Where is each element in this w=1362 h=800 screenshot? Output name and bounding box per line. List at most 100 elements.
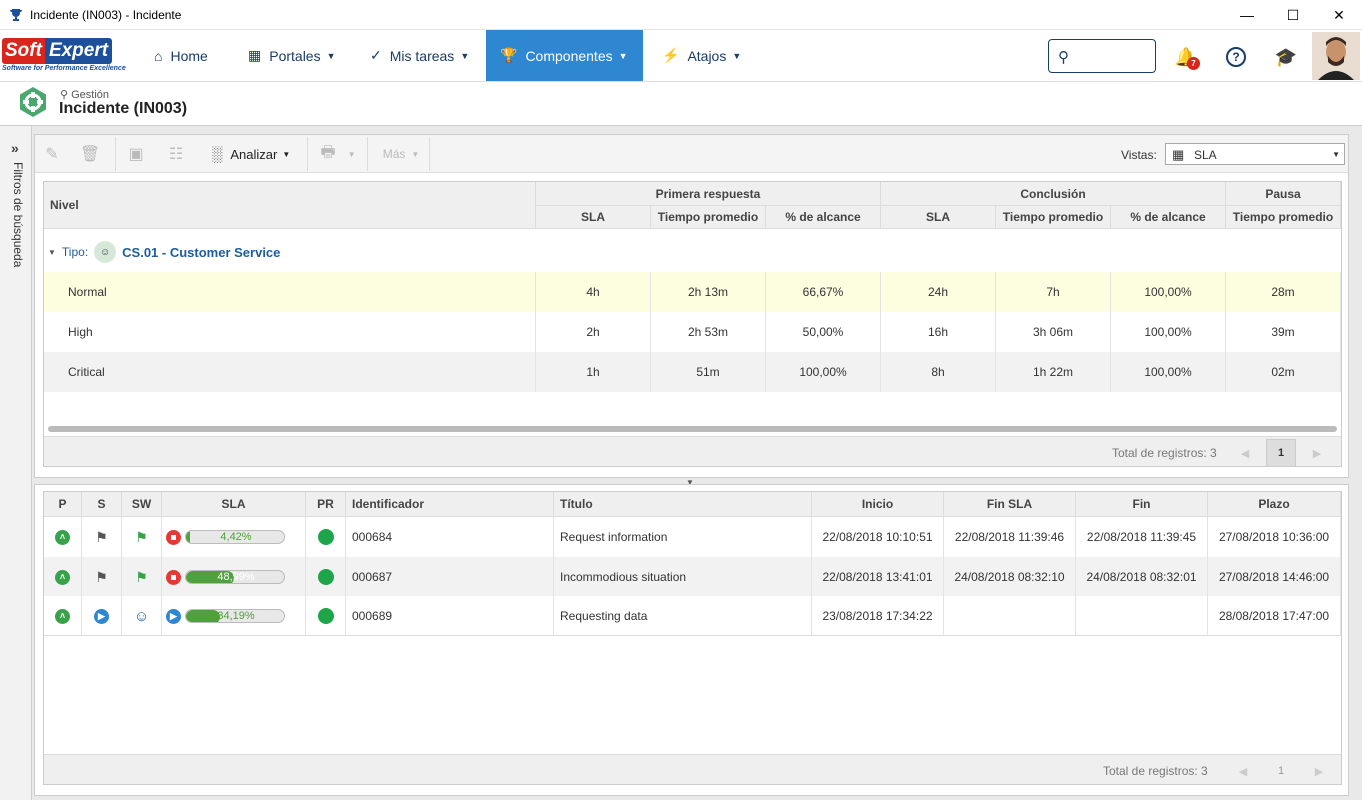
table-row[interactable]: ˄ ⚑ ⚑ 4,42% 000684 Request information 22/08/2…: [44, 517, 1341, 557]
minimize-button[interactable]: —: [1240, 7, 1254, 23]
search-input[interactable]: ⚲: [1048, 39, 1156, 73]
table-row[interactable]: ˄ ▶ ☺ ▶ 34,19% 000689 Requesting data 23/08/201…: [44, 596, 1341, 636]
column-header[interactable]: Título: [554, 492, 812, 517]
nav-home-label: Home: [170, 47, 208, 64]
cell-fin: [1076, 596, 1208, 636]
prev-page-icon[interactable]: ◀: [1240, 447, 1250, 460]
next-page-icon[interactable]: ▶: [1312, 447, 1322, 460]
next-page-icon[interactable]: ▶: [1314, 765, 1324, 778]
avatar-image: [1312, 32, 1360, 80]
nav-componentes[interactable]: 🏆 Componentes ▼: [486, 30, 643, 81]
horizontal-scrollbar[interactable]: [48, 426, 1337, 432]
edit-icon[interactable]: ✎: [45, 146, 59, 163]
caret-down-icon[interactable]: ▼: [48, 247, 56, 257]
group-pausa: Pausa: [1226, 182, 1341, 206]
analizar-button[interactable]: ░ Analizar ▼: [203, 135, 299, 173]
trash-icon[interactable]: 🗑: [79, 146, 101, 163]
cell-nivel: Critical: [44, 352, 536, 392]
total-records: Total de registros: 3: [1112, 446, 1217, 460]
graduation-cap-icon[interactable]: 🎓: [1274, 46, 1298, 67]
col-sla[interactable]: SLA: [536, 206, 651, 229]
table-cell: 8h: [881, 352, 996, 392]
notification-badge: 7: [1187, 57, 1200, 70]
column-header[interactable]: Fin SLA: [944, 492, 1076, 517]
play-icon: ▶: [166, 608, 181, 624]
col-tiempo-promedio[interactable]: Tiempo promedio: [1226, 206, 1341, 229]
cell-fin: 22/08/2018 11:39:45: [1076, 517, 1208, 557]
cell-fin-sla: 22/08/2018 11:39:46: [944, 517, 1076, 557]
logo-expert: Expert: [44, 38, 113, 64]
sla-progress-bar: 34,19%: [185, 609, 285, 623]
column-header[interactable]: Inicio: [812, 492, 944, 517]
nav-componentes-label: Componentes: [525, 47, 613, 64]
table-cell: 24h: [881, 272, 996, 312]
mas-label: Más: [382, 147, 406, 161]
cell-sla: 4,42%: [162, 517, 306, 557]
nav-mis-tareas[interactable]: ✓ Mis tareas ▼: [356, 30, 483, 81]
print-button[interactable]: 🖶 ▼: [313, 135, 363, 173]
col-alcance[interactable]: % de alcance: [766, 206, 881, 229]
table-row[interactable]: Normal 4h 2h 13m 66,67% 24h 7h 100,00% 28m: [44, 272, 1341, 312]
column-header[interactable]: P: [44, 492, 82, 517]
cell-nivel: Normal: [44, 272, 536, 312]
table-cell: 39m: [1226, 312, 1341, 352]
sla-grid: Nivel Primera respuesta Conclusión Pausa…: [43, 181, 1342, 467]
close-button[interactable]: ✕: [1333, 6, 1345, 23]
column-header[interactable]: Plazo: [1208, 492, 1341, 517]
vistas-select[interactable]: ▦ SLA ▼: [1165, 143, 1345, 165]
table-row[interactable]: High 2h 2h 53m 50,00% 16h 3h 06m 100,00% 39m: [44, 312, 1341, 352]
splitter-handle[interactable]: ▼: [686, 477, 694, 487]
cell-pr: [306, 517, 346, 557]
stop-icon: [166, 529, 181, 545]
bolt-icon: ⚡: [662, 47, 680, 63]
table-cell: 51m: [651, 352, 766, 392]
col-tiempo-promedio[interactable]: Tiempo promedio: [996, 206, 1111, 229]
play-icon: ▶: [94, 608, 109, 624]
prev-page-icon[interactable]: ◀: [1238, 765, 1248, 778]
nav-home[interactable]: ⌂ Home: [140, 30, 222, 81]
col-tiempo-promedio[interactable]: Tiempo promedio: [651, 206, 766, 229]
cell-fin-sla: [944, 596, 1076, 636]
gestion-icon: [20, 87, 46, 117]
column-header[interactable]: SW: [122, 492, 162, 517]
chevron-double-right-icon[interactable]: »: [11, 140, 19, 156]
column-header[interactable]: SLA: [162, 492, 306, 517]
col-sla[interactable]: SLA: [881, 206, 996, 229]
col-nivel[interactable]: Nivel: [44, 182, 536, 229]
column-header[interactable]: Fin: [1076, 492, 1208, 517]
nav-portales[interactable]: ▦ Portales ▼: [234, 30, 350, 81]
checkered-flag-icon: ⚑: [95, 568, 108, 585]
search-icon: ⚲: [1058, 49, 1069, 66]
page-number[interactable]: 1: [1277, 765, 1285, 777]
page-number[interactable]: 1: [1266, 439, 1296, 467]
table-cell: 28m: [1226, 272, 1341, 312]
arrow-up-icon: ˄: [55, 608, 70, 624]
window-titlebar: Incidente (IN003) - Incidente — ☐ ✕: [0, 0, 1362, 30]
nav-atajos[interactable]: ⚡ Atajos ▼: [648, 30, 755, 81]
avatar[interactable]: [1312, 32, 1360, 80]
table-row[interactable]: ˄ ⚑ ⚑ 48,99% 000687 Incommodious situation 22/…: [44, 557, 1341, 597]
cell-titulo: Incommodious situation: [554, 557, 812, 597]
filters-sidebar[interactable]: » Filtros de búsqueda: [0, 126, 32, 800]
cell-fin: 24/08/2018 08:32:01: [1076, 557, 1208, 597]
toolbar: ✎ 🗑 ▣ ☷ ░ Analizar ▼ 🖶 ▼ Más ▼ Vistas: ▦ SLA…: [35, 135, 1348, 173]
column-header[interactable]: PR: [306, 492, 346, 517]
mas-button[interactable]: Más ▼: [373, 135, 429, 173]
view-record-icon[interactable]: ▣: [128, 146, 144, 163]
green-flag-icon: ⚑: [135, 568, 148, 585]
priority-dot-icon: [317, 529, 334, 545]
column-header[interactable]: Identificador: [346, 492, 554, 517]
maximize-button[interactable]: ☐: [1286, 6, 1300, 23]
help-icon[interactable]: ?: [1224, 45, 1248, 69]
column-header[interactable]: S: [82, 492, 122, 517]
softexpert-logo[interactable]: Soft Expert Software for Performance Exce…: [2, 38, 132, 76]
table-cell: 1h: [536, 352, 651, 392]
cell-identificador: 000689: [346, 596, 554, 636]
customer-service-icon: ☺: [94, 241, 117, 263]
col-alcance[interactable]: % de alcance: [1111, 206, 1226, 229]
hierarchy-icon[interactable]: ☷: [168, 146, 184, 163]
arrow-up-icon: ˄: [55, 529, 70, 545]
breadcrumb-path-label[interactable]: Gestión: [71, 89, 110, 101]
table-row[interactable]: Critical 1h 51m 100,00% 8h 1h 22m 100,00% 02m: [44, 352, 1341, 392]
group-row[interactable]: ▼ Tipo: ☺ CS.01 - Customer Service: [48, 238, 280, 266]
